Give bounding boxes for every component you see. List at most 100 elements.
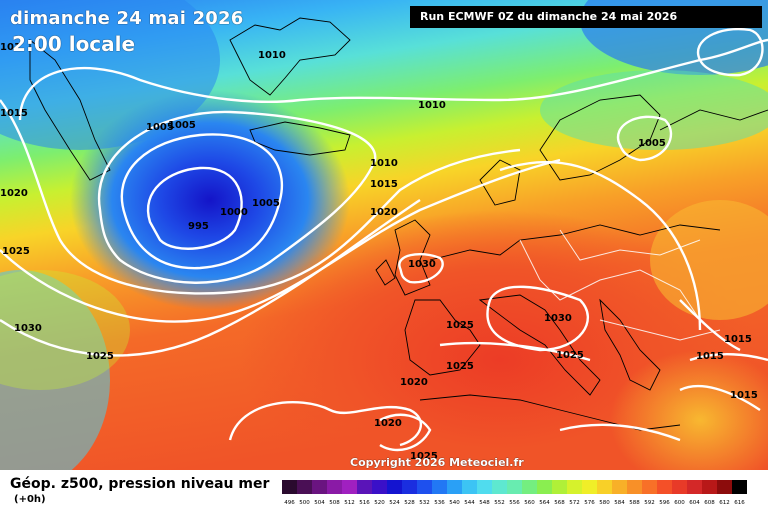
isobar-label: 1010	[370, 158, 398, 169]
isobar-label: 1010	[258, 50, 286, 61]
legend-value: 612	[719, 500, 730, 506]
legend-value: 528	[404, 500, 415, 506]
legend-value: 536	[434, 500, 445, 506]
legend-swatch	[342, 480, 357, 494]
legend-swatch	[702, 480, 717, 494]
legend-swatch	[642, 480, 657, 494]
legend-swatch	[732, 480, 747, 494]
isobar-label: 1015	[696, 351, 724, 362]
isobar-label: 1015	[730, 390, 758, 401]
legend-value: 592	[644, 500, 655, 506]
legend-value: 584	[614, 500, 625, 506]
legend-value: 508	[329, 500, 340, 506]
isobar-label: 1010	[418, 100, 446, 111]
model-run-label: Run ECMWF 0Z du dimanche 24 mai 2026	[410, 6, 762, 28]
color-scale-labels: 496 500 504 508 512 516 520 524 528 532 536 540 544 5…	[282, 500, 747, 506]
legend-value: 504	[314, 500, 325, 506]
parameter-label: Géop. z500, pression niveau mer	[10, 476, 270, 492]
legend-swatch	[462, 480, 477, 494]
isobar-label: 995	[188, 221, 209, 232]
isobar-label: 1005	[168, 120, 196, 131]
isobar-label: 1015	[0, 108, 28, 119]
isobar-label: 1025	[2, 246, 30, 257]
legend-swatch	[687, 480, 702, 494]
legend-swatch	[537, 480, 552, 494]
legend-swatch	[357, 480, 372, 494]
legend-value: 520	[374, 500, 385, 506]
z500-map: 1010 1010 1015 1005 1005 1020 1025 995 1…	[0, 0, 768, 470]
legend-swatch	[387, 480, 402, 494]
legend-swatch	[657, 480, 672, 494]
legend-value: 572	[569, 500, 580, 506]
forecast-step: (+0h)	[14, 494, 46, 505]
legend-value: 604	[689, 500, 700, 506]
legend-value: 544	[464, 500, 475, 506]
geopotential-field	[0, 270, 130, 390]
legend-swatch	[582, 480, 597, 494]
legend-swatch	[432, 480, 447, 494]
legend-swatch	[447, 480, 462, 494]
isobar-label: 1005	[252, 198, 280, 209]
legend-swatch	[507, 480, 522, 494]
isobar-label: 1005	[146, 122, 174, 133]
legend-swatch	[597, 480, 612, 494]
country-borders	[519, 229, 721, 341]
isobar-label: 1025	[446, 361, 474, 372]
legend-swatch	[672, 480, 687, 494]
isobar-label: 1030	[14, 323, 42, 334]
legend-value: 540	[449, 500, 460, 506]
isobar-label: 1030	[544, 313, 572, 324]
legend-value: 564	[539, 500, 550, 506]
isobar-label: 1025	[410, 451, 438, 462]
copyright: Copyright 2026 Meteociel.fr	[350, 456, 524, 469]
legend-swatch	[612, 480, 627, 494]
legend-swatch	[297, 480, 312, 494]
legend-swatch	[627, 480, 642, 494]
isobar-label: 1025	[556, 350, 584, 361]
isobar-label: 1020	[0, 188, 28, 199]
isobar-label: 1020	[370, 207, 398, 218]
legend-value: 524	[389, 500, 400, 506]
isobar-label: 1025	[86, 351, 114, 362]
legend-swatch	[372, 480, 387, 494]
legend-value: 608	[704, 500, 715, 506]
isobar-label: 1020	[400, 377, 428, 388]
legend-swatch	[522, 480, 537, 494]
legend-swatch	[567, 480, 582, 494]
legend-swatch	[282, 480, 297, 494]
coastlines	[29, 17, 768, 431]
geopotential-field	[0, 0, 220, 150]
legend-value: 516	[359, 500, 370, 506]
legend-value: 512	[344, 500, 355, 506]
legend-value: 596	[659, 500, 670, 506]
isobar-label: 1005	[638, 138, 666, 149]
isobar-label: 1000	[220, 207, 248, 218]
legend-value: 560	[524, 500, 535, 506]
isobar-label: 101	[0, 42, 21, 53]
isobar-label: 1020	[374, 418, 402, 429]
legend-value: 532	[419, 500, 430, 506]
legend-value: 496	[284, 500, 295, 506]
isobar-labels: 1010 1010 1015 1005 1005 1020 1025 995 1…	[0, 42, 758, 462]
legend-swatch	[492, 480, 507, 494]
legend-value: 576	[584, 500, 595, 506]
geopotential-field	[0, 270, 110, 470]
legend-value: 600	[674, 500, 685, 506]
legend-value: 500	[299, 500, 310, 506]
legend-value: 588	[629, 500, 640, 506]
legend-value: 616	[734, 500, 745, 506]
legend-swatch	[312, 480, 327, 494]
legend-swatch	[552, 480, 567, 494]
geopotential-field	[540, 70, 768, 150]
legend-value: 548	[479, 500, 490, 506]
isobar-label: 1025	[446, 320, 474, 331]
forecast-time: 2:00 locale	[12, 32, 136, 56]
legend-value: 568	[554, 500, 565, 506]
color-scale	[282, 480, 747, 494]
legend-swatch	[402, 480, 417, 494]
legend-value: 556	[509, 500, 520, 506]
isobar-label: 1015	[370, 179, 398, 190]
legend-swatch	[327, 480, 342, 494]
forecast-date: dimanche 24 mai 2026	[10, 8, 244, 29]
isobars	[0, 27, 768, 452]
